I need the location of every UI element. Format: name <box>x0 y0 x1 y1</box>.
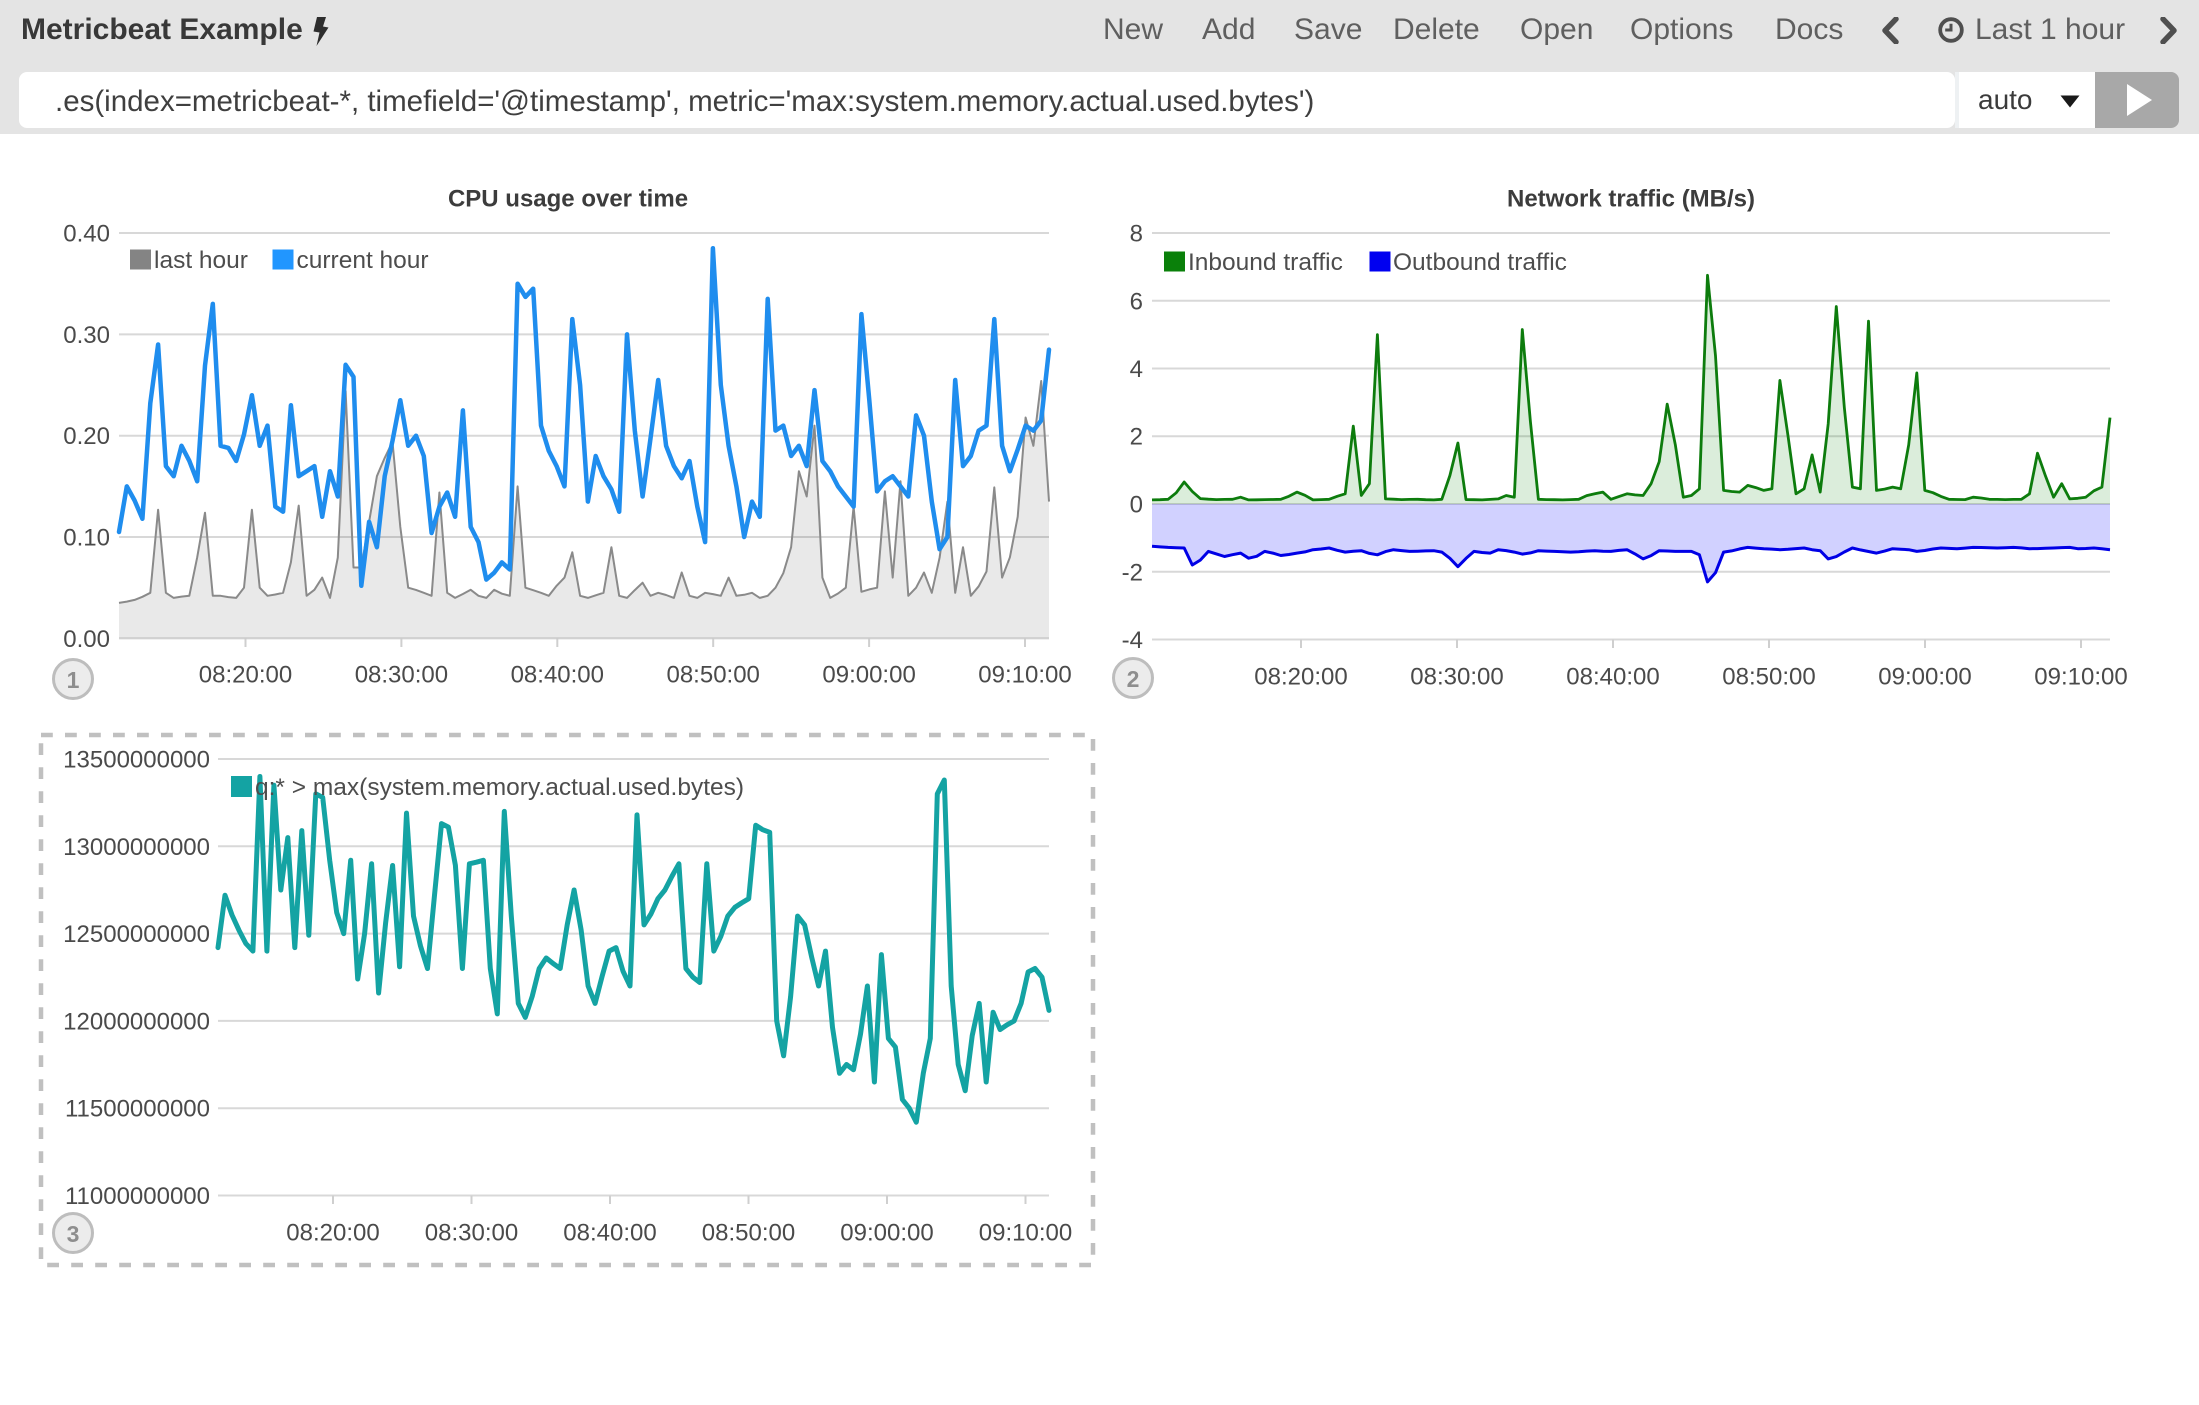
svg-text:0.20: 0.20 <box>63 423 110 450</box>
svg-text:13000000000: 13000000000 <box>63 834 210 861</box>
svg-text:12500000000: 12500000000 <box>63 921 210 948</box>
svg-text:08:50:00: 08:50:00 <box>666 662 759 689</box>
svg-text:08:20:00: 08:20:00 <box>1254 664 1347 691</box>
svg-text:8: 8 <box>1130 221 1143 248</box>
svg-text:last hour: last hour <box>154 247 248 274</box>
svg-text:12000000000: 12000000000 <box>63 1008 210 1035</box>
svg-text:08:30:00: 08:30:00 <box>425 1220 518 1247</box>
svg-text:08:40:00: 08:40:00 <box>1566 664 1659 691</box>
svg-text:-4: -4 <box>1122 627 1143 654</box>
svg-text:6: 6 <box>1130 288 1143 315</box>
svg-text:11000000000: 11000000000 <box>65 1183 210 1210</box>
svg-text:08:20:00: 08:20:00 <box>286 1220 379 1247</box>
svg-text:08:50:00: 08:50:00 <box>1722 664 1815 691</box>
svg-text:09:10:00: 09:10:00 <box>979 1220 1072 1247</box>
svg-text:q:* > max(system.memory.actual: q:* > max(system.memory.actual.used.byte… <box>255 774 744 801</box>
svg-text:08:40:00: 08:40:00 <box>511 662 604 689</box>
svg-text:3: 3 <box>67 1221 80 1247</box>
svg-text:13500000000: 13500000000 <box>63 747 210 774</box>
svg-text:0.00: 0.00 <box>63 626 110 653</box>
svg-text:-2: -2 <box>1122 559 1143 586</box>
svg-text:09:10:00: 09:10:00 <box>978 662 1071 689</box>
svg-text:0.30: 0.30 <box>63 322 110 349</box>
svg-text:2: 2 <box>1127 666 1140 692</box>
svg-text:Network traffic (MB/s): Network traffic (MB/s) <box>1507 186 1755 213</box>
svg-text:Outbound traffic: Outbound traffic <box>1393 249 1567 276</box>
svg-text:09:00:00: 09:00:00 <box>822 662 915 689</box>
svg-text:0.10: 0.10 <box>63 525 110 552</box>
svg-text:current hour: current hour <box>297 247 429 274</box>
svg-text:0.40: 0.40 <box>63 221 110 248</box>
svg-text:08:50:00: 08:50:00 <box>702 1220 795 1247</box>
svg-text:CPU usage over time: CPU usage over time <box>448 186 688 213</box>
svg-text:11500000000: 11500000000 <box>65 1096 210 1123</box>
svg-text:Inbound traffic: Inbound traffic <box>1188 249 1343 276</box>
svg-text:08:40:00: 08:40:00 <box>563 1220 656 1247</box>
svg-text:09:00:00: 09:00:00 <box>840 1220 933 1247</box>
svg-text:08:30:00: 08:30:00 <box>1410 664 1503 691</box>
svg-text:09:00:00: 09:00:00 <box>1878 664 1971 691</box>
svg-text:2: 2 <box>1130 424 1143 451</box>
svg-text:08:30:00: 08:30:00 <box>355 662 448 689</box>
svg-text:4: 4 <box>1130 356 1143 383</box>
svg-text:09:10:00: 09:10:00 <box>2034 664 2127 691</box>
svg-text:08:20:00: 08:20:00 <box>199 662 292 689</box>
svg-text:1: 1 <box>67 667 80 693</box>
svg-text:0: 0 <box>1130 492 1143 519</box>
